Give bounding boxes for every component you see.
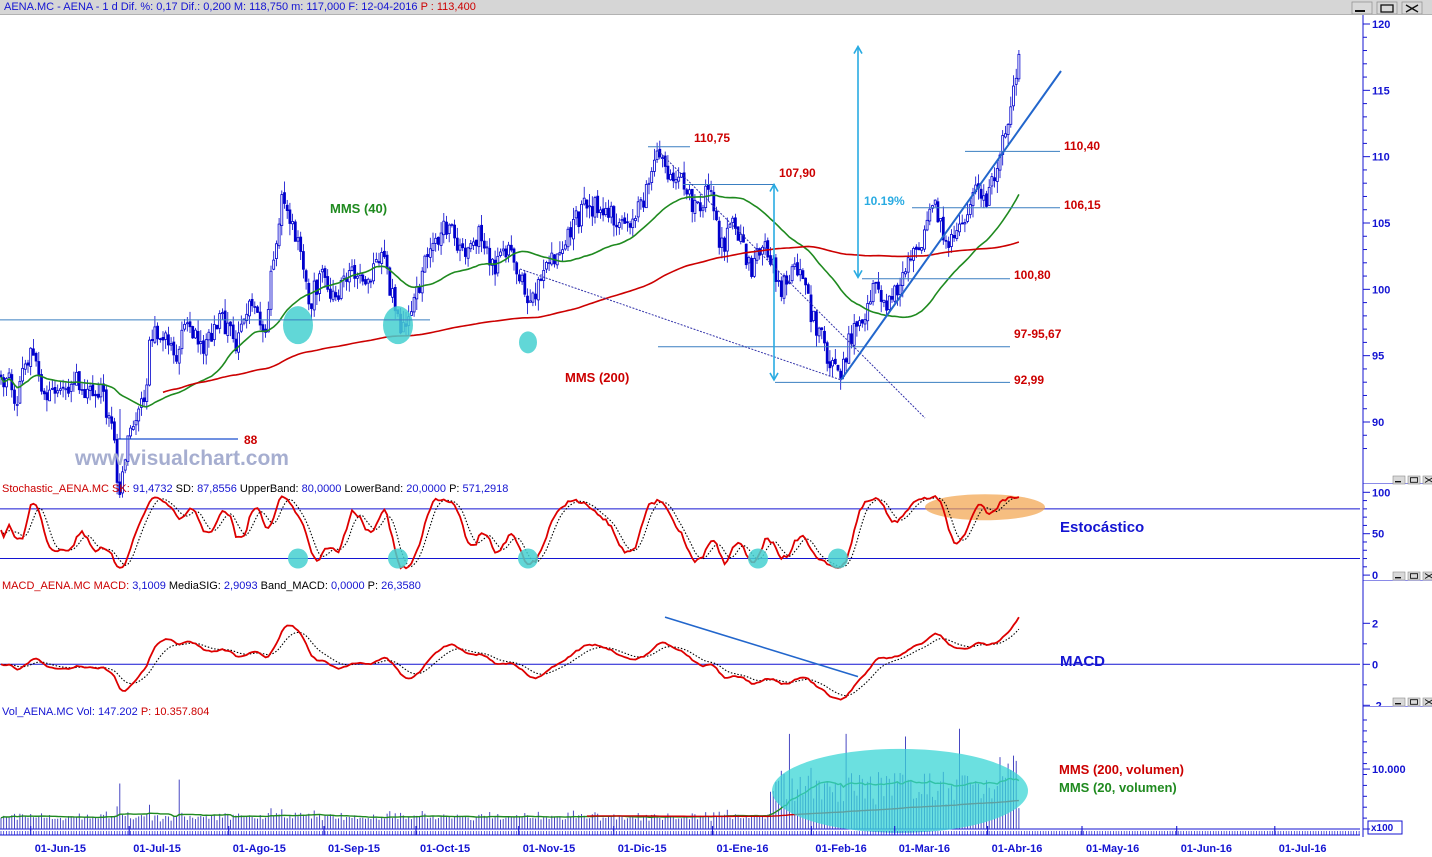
svg-text:01-Feb-16: 01-Feb-16	[815, 843, 866, 855]
svg-text:110,40: 110,40	[1064, 139, 1100, 153]
svg-text:110: 110	[1372, 152, 1390, 164]
svg-text:01-Jun-16: 01-Jun-16	[1181, 843, 1232, 855]
svg-text:MMS (200): MMS (200)	[565, 370, 629, 385]
svg-text:100: 100	[1372, 284, 1390, 296]
svg-text:10.000: 10.000	[1372, 764, 1406, 776]
svg-text:10.19%: 10.19%	[864, 194, 905, 208]
svg-text:01-May-16: 01-May-16	[1086, 843, 1139, 855]
svg-text:MACD_AENA.MC MACD: 3,1009 Medi: MACD_AENA.MC MACD: 3,1009 MediaSIG: 2,90…	[2, 580, 421, 592]
svg-text:106,15: 106,15	[1064, 198, 1101, 212]
svg-text:92,99: 92,99	[1014, 373, 1044, 387]
svg-text:01-Oct-15: 01-Oct-15	[420, 843, 470, 855]
svg-text:90: 90	[1372, 417, 1384, 429]
svg-text:01-Ago-15: 01-Ago-15	[233, 843, 286, 855]
svg-text:MMS (40): MMS (40)	[330, 201, 387, 216]
svg-text:115: 115	[1372, 85, 1390, 97]
svg-text:2: 2	[1372, 618, 1378, 630]
svg-text:0: 0	[1372, 570, 1378, 580]
svg-text:97-95,67: 97-95,67	[1014, 327, 1062, 341]
svg-text:01-Sep-15: 01-Sep-15	[328, 843, 380, 855]
svg-text:01-Nov-15: 01-Nov-15	[523, 843, 576, 855]
svg-text:01-Jul-15: 01-Jul-15	[133, 843, 181, 855]
svg-text:50: 50	[1372, 529, 1384, 541]
svg-text:100: 100	[1372, 487, 1390, 499]
svg-text:100,80: 100,80	[1014, 268, 1051, 282]
svg-text:120: 120	[1372, 19, 1390, 31]
svg-text:01-Ene-16: 01-Ene-16	[717, 843, 769, 855]
svg-text:88: 88	[244, 433, 258, 447]
svg-text:01-Dic-15: 01-Dic-15	[618, 843, 667, 855]
svg-text:0: 0	[1372, 659, 1378, 671]
svg-text:107,90: 107,90	[779, 166, 816, 180]
svg-text:01-Abr-16: 01-Abr-16	[992, 843, 1043, 855]
svg-text:MMS (20, volumen): MMS (20, volumen)	[1059, 780, 1177, 795]
svg-text:Stochastic_AENA.MC SK: 91,4732: Stochastic_AENA.MC SK: 91,4732 SD: 87,85…	[2, 483, 508, 495]
svg-text:95: 95	[1372, 351, 1384, 363]
svg-text:105: 105	[1372, 218, 1390, 230]
svg-text:01-Mar-16: 01-Mar-16	[899, 843, 950, 855]
svg-text:Vol_AENA.MC Vol: 147.202 P: 10: Vol_AENA.MC Vol: 147.202 P: 10.357.804	[2, 706, 209, 718]
svg-text:Estocástico: Estocástico	[1060, 519, 1144, 536]
svg-text:01-Jun-15: 01-Jun-15	[35, 843, 86, 855]
svg-text:MACD: MACD	[1060, 653, 1105, 670]
svg-text:MMS (200, volumen): MMS (200, volumen)	[1059, 762, 1184, 777]
svg-text:www.visualchart.com: www.visualchart.com	[74, 447, 289, 470]
svg-text:01-Jul-16: 01-Jul-16	[1279, 843, 1327, 855]
svg-text:110,75: 110,75	[694, 131, 730, 145]
